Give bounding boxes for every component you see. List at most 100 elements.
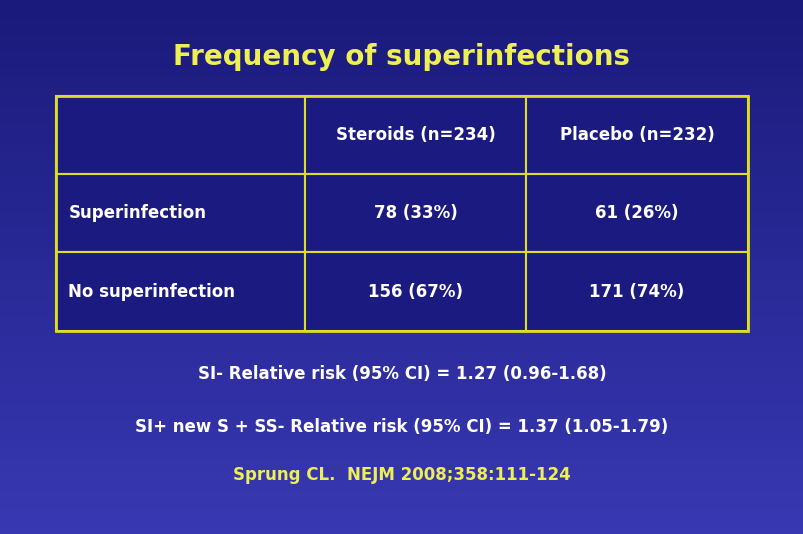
- Bar: [0, 214, 803, 216]
- Bar: [0, 67, 803, 69]
- Bar: [0, 355, 803, 358]
- Bar: [0, 21, 803, 24]
- Bar: [0, 307, 803, 310]
- Bar: [0, 427, 803, 430]
- Text: 78 (33%): 78 (33%): [373, 204, 457, 222]
- Text: 61 (26%): 61 (26%): [594, 204, 678, 222]
- Bar: [0, 491, 803, 494]
- Bar: [0, 339, 803, 342]
- Bar: [0, 288, 803, 291]
- Bar: [0, 238, 803, 240]
- Bar: [0, 499, 803, 502]
- Bar: [0, 400, 803, 403]
- Bar: [0, 462, 803, 465]
- Bar: [0, 272, 803, 275]
- Bar: [0, 158, 803, 160]
- Bar: [0, 441, 803, 443]
- Bar: [0, 163, 803, 166]
- Bar: [0, 376, 803, 379]
- Bar: [0, 174, 803, 176]
- Bar: [56, 96, 747, 331]
- Bar: [0, 294, 803, 296]
- Bar: [0, 275, 803, 278]
- Bar: [0, 278, 803, 280]
- Bar: [305, 96, 526, 174]
- Bar: [0, 360, 803, 363]
- Bar: [0, 254, 803, 256]
- Bar: [0, 433, 803, 435]
- Bar: [0, 91, 803, 93]
- Bar: [0, 350, 803, 352]
- Bar: [56, 174, 305, 253]
- Bar: [0, 409, 803, 411]
- Bar: [0, 32, 803, 35]
- Bar: [0, 142, 803, 144]
- Bar: [0, 302, 803, 304]
- Bar: [0, 478, 803, 481]
- Bar: [0, 147, 803, 150]
- Text: SI- Relative risk (95% CI) = 1.27 (0.96-1.68): SI- Relative risk (95% CI) = 1.27 (0.96-…: [198, 365, 605, 383]
- Text: SI+ new S + SS- Relative risk (95% CI) = 1.37 (1.05-1.79): SI+ new S + SS- Relative risk (95% CI) =…: [135, 418, 668, 436]
- Bar: [0, 403, 803, 406]
- Bar: [0, 72, 803, 75]
- Bar: [0, 526, 803, 529]
- Bar: [0, 43, 803, 45]
- Bar: [0, 531, 803, 534]
- Bar: [0, 224, 803, 227]
- Bar: [0, 344, 803, 347]
- Bar: [0, 216, 803, 219]
- Bar: [0, 256, 803, 259]
- Bar: [0, 419, 803, 422]
- Bar: [0, 96, 803, 99]
- Bar: [0, 51, 803, 53]
- Bar: [0, 107, 803, 109]
- Bar: [0, 182, 803, 184]
- Bar: [0, 93, 803, 96]
- Text: Superinfection: Superinfection: [68, 204, 206, 222]
- Bar: [0, 168, 803, 171]
- Bar: [0, 24, 803, 27]
- Bar: [0, 283, 803, 286]
- Bar: [0, 112, 803, 115]
- Bar: [0, 230, 803, 232]
- Bar: [0, 326, 803, 328]
- Bar: [0, 99, 803, 101]
- Bar: [0, 104, 803, 107]
- Bar: [0, 358, 803, 360]
- Bar: [0, 411, 803, 414]
- Bar: [0, 75, 803, 77]
- Bar: [526, 253, 747, 331]
- Bar: [0, 259, 803, 262]
- Bar: [0, 414, 803, 417]
- Bar: [0, 347, 803, 350]
- Bar: [0, 310, 803, 312]
- Bar: [0, 417, 803, 419]
- Bar: [0, 312, 803, 315]
- Text: Steroids (n=234): Steroids (n=234): [336, 126, 495, 144]
- Bar: [0, 11, 803, 13]
- Bar: [0, 77, 803, 80]
- Bar: [0, 435, 803, 438]
- Bar: [0, 467, 803, 470]
- Bar: [0, 176, 803, 179]
- Bar: [0, 85, 803, 88]
- Text: Frequency of superinfections: Frequency of superinfections: [173, 43, 630, 70]
- Bar: [0, 35, 803, 37]
- Bar: [0, 184, 803, 187]
- Bar: [0, 200, 803, 203]
- Bar: [0, 470, 803, 473]
- Bar: [0, 352, 803, 355]
- Bar: [0, 171, 803, 174]
- Bar: [0, 179, 803, 182]
- Bar: [0, 438, 803, 441]
- Bar: [0, 518, 803, 521]
- Text: 156 (67%): 156 (67%): [368, 282, 463, 301]
- Bar: [0, 13, 803, 16]
- Bar: [0, 291, 803, 294]
- Bar: [0, 513, 803, 515]
- Bar: [0, 222, 803, 224]
- Bar: [56, 253, 305, 331]
- Bar: [56, 96, 305, 174]
- Bar: [0, 422, 803, 425]
- Bar: [0, 523, 803, 526]
